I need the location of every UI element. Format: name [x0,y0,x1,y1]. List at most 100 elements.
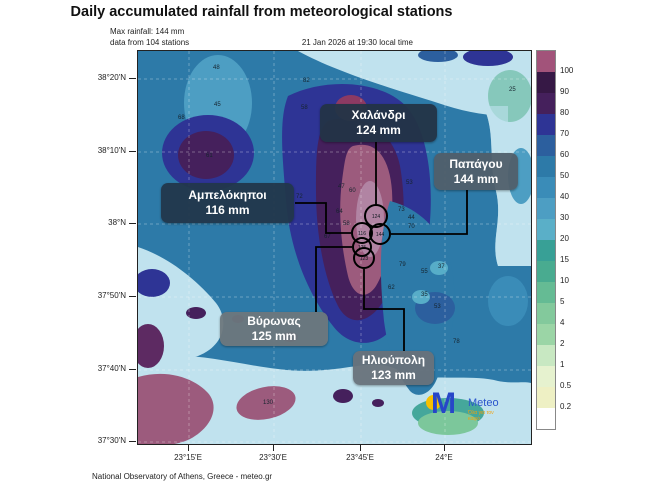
station-value: 79 [399,262,406,268]
station-value: 70 [408,224,415,230]
colorbar-tick-label: 4 [560,318,565,327]
callout-connector [363,269,405,351]
lat-tick [129,296,136,297]
station-callout: Παπάγου 144 mm [434,153,518,190]
meteo-m-icon: M [431,387,456,420]
attribution: National Observatory of Athens, Greece -… [92,472,273,481]
colorbar-tick-label: 10 [560,276,569,285]
colorbar-tick-label: 0.2 [560,402,572,411]
colorbar-tick-label: 0.5 [560,381,572,390]
station-value: 61 [206,153,213,159]
lat-tick-label: 37°30'N [97,436,126,445]
station-circle [364,204,388,228]
station-callout: Αμπελόκηποι 116 mm [161,183,294,223]
station-value: 55 [421,269,428,275]
lon-tick-label: 23°30'E [259,453,287,462]
max-rainfall-note: Max rainfall: 144 mm data from 104 stati… [110,26,189,48]
station-value: 58 [343,221,350,227]
station-value: 62 [388,285,395,291]
lat-tick [129,78,136,79]
station-value: 53 [406,180,413,186]
colorbar-segment [537,135,555,156]
station-value: 82 [303,78,310,84]
colorbar-segment [537,114,555,135]
station-name: Βύρωνας [247,314,301,328]
colorbar-tick-label: 60 [560,150,569,159]
colorbar-tick-label: 100 [560,66,574,75]
colorbar-tick-label: 2 [560,339,565,348]
stations-count-line: data from 104 stations [110,38,190,47]
stations-overlay: 4845686182587247606458674470737962553735… [178,65,516,406]
colorbar-segment [537,156,555,177]
colorbar-tick-label: 5 [560,297,565,306]
colorbar-segment [537,93,555,114]
colorbar-segment [537,303,555,324]
station-circle-value: 124 [372,214,381,220]
station-name: Αμπελόκηποι [188,188,267,202]
station-value: 48 [213,65,220,71]
colorbar-segment [537,72,555,93]
colorbar-segment [537,261,555,282]
station-callout: Χαλάνδρι 124 mm [320,104,437,142]
meteo-logo-name: Meteo [468,397,499,409]
station-circle [351,222,373,244]
colorbar-tick-label: 40 [560,192,569,201]
station-circle [353,247,375,269]
colorbar-segment [537,282,555,303]
sun-icon [426,395,441,410]
station-circle-value: 116 [358,231,366,237]
colorbar-segment [537,366,555,387]
lat-tick [129,441,136,442]
station-value: 64 [336,209,343,215]
callout-connector [391,190,468,235]
colorbar-tick-label: 80 [560,108,569,117]
meteo-logo-tagline: Όλα για τον καιρό [468,410,494,422]
lat-tick-label: 38°N [108,218,126,227]
colorbar-tick-label: 20 [560,234,569,243]
callout-connector [315,246,352,312]
lon-tick [360,444,361,451]
colorbar-segment [537,345,555,366]
station-circle [369,223,391,245]
max-rainfall-line: Max rainfall: 144 mm [110,27,185,36]
lon-tick [188,444,189,451]
station-value: 44 [408,215,415,221]
station-rainfall: 116 mm [205,203,250,217]
station-value: 60 [349,188,356,194]
colorbar-tick-label: 50 [560,171,569,180]
station-callout: Βύρωνας 125 mm [220,312,328,346]
map-area: 48 45 68 61 82 58 72 47 60 64 58 67 44 70 73 79 62 55 37 35… [137,50,532,445]
station-value: 68 [178,115,185,121]
station-name: Χαλάνδρι [351,108,406,122]
colorbar-tick-label: 90 [560,87,569,96]
lon-tick [444,444,445,451]
colorbar-segment [537,219,555,240]
colorbar-segment [537,198,555,219]
lat-tick-label: 37°50'N [97,291,126,300]
station-circle-value: 144 [376,232,385,238]
lat-tick-label: 38°20'N [97,73,126,82]
colorbar-segment [537,177,555,198]
station-value: 73 [398,207,405,213]
lon-tick-label: 23°15'E [174,453,202,462]
station-value: 45 [214,102,221,108]
lat-tick-label: 37°40'N [97,364,126,373]
colorbar-segment [537,240,555,261]
station-rainfall: 123 mm [371,368,416,382]
station-rainfall: 125 mm [251,329,297,343]
lon-tick-label: 24°E [435,453,453,462]
station-value: 47 [338,184,345,190]
station-value: 25 [509,87,516,93]
meteo-logo: M Meteo Όλα για τον καιρό [426,387,526,429]
colorbar-tick-label: 15 [560,255,569,264]
colorbar-tick-label: 70 [560,129,569,138]
station-circle [352,237,372,257]
station-value: 53 [434,304,441,310]
colorbar-tick-label: 30 [560,213,569,222]
station-value: 130 [263,400,274,406]
colorbar-segment [537,387,555,408]
lat-tick [129,151,136,152]
colorbar-segment [537,408,555,429]
station-rainfall: 144 mm [453,171,499,186]
